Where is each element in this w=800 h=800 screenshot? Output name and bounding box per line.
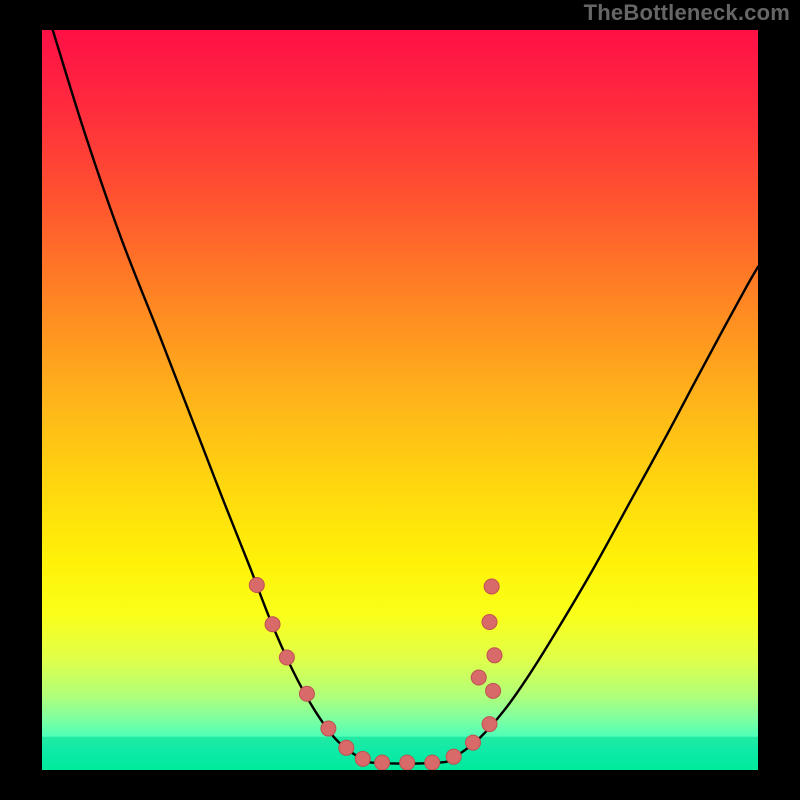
data-marker xyxy=(466,735,481,750)
data-marker xyxy=(486,683,501,698)
chart-svg xyxy=(42,30,758,770)
data-marker xyxy=(471,670,486,685)
data-marker xyxy=(265,617,280,632)
data-marker xyxy=(355,751,370,766)
data-marker xyxy=(482,717,497,732)
data-marker xyxy=(321,721,336,736)
data-marker xyxy=(299,686,314,701)
data-marker xyxy=(484,579,499,594)
data-marker xyxy=(375,755,390,770)
watermark-text: TheBottleneck.com xyxy=(584,0,790,26)
plot-area xyxy=(42,30,758,770)
data-marker xyxy=(339,740,354,755)
data-marker xyxy=(400,755,415,770)
data-marker xyxy=(446,749,461,764)
data-marker xyxy=(425,755,440,770)
data-marker xyxy=(482,615,497,630)
data-marker xyxy=(249,578,264,593)
data-marker xyxy=(487,648,502,663)
bottleneck-curve xyxy=(53,30,758,764)
data-marker xyxy=(279,650,294,665)
